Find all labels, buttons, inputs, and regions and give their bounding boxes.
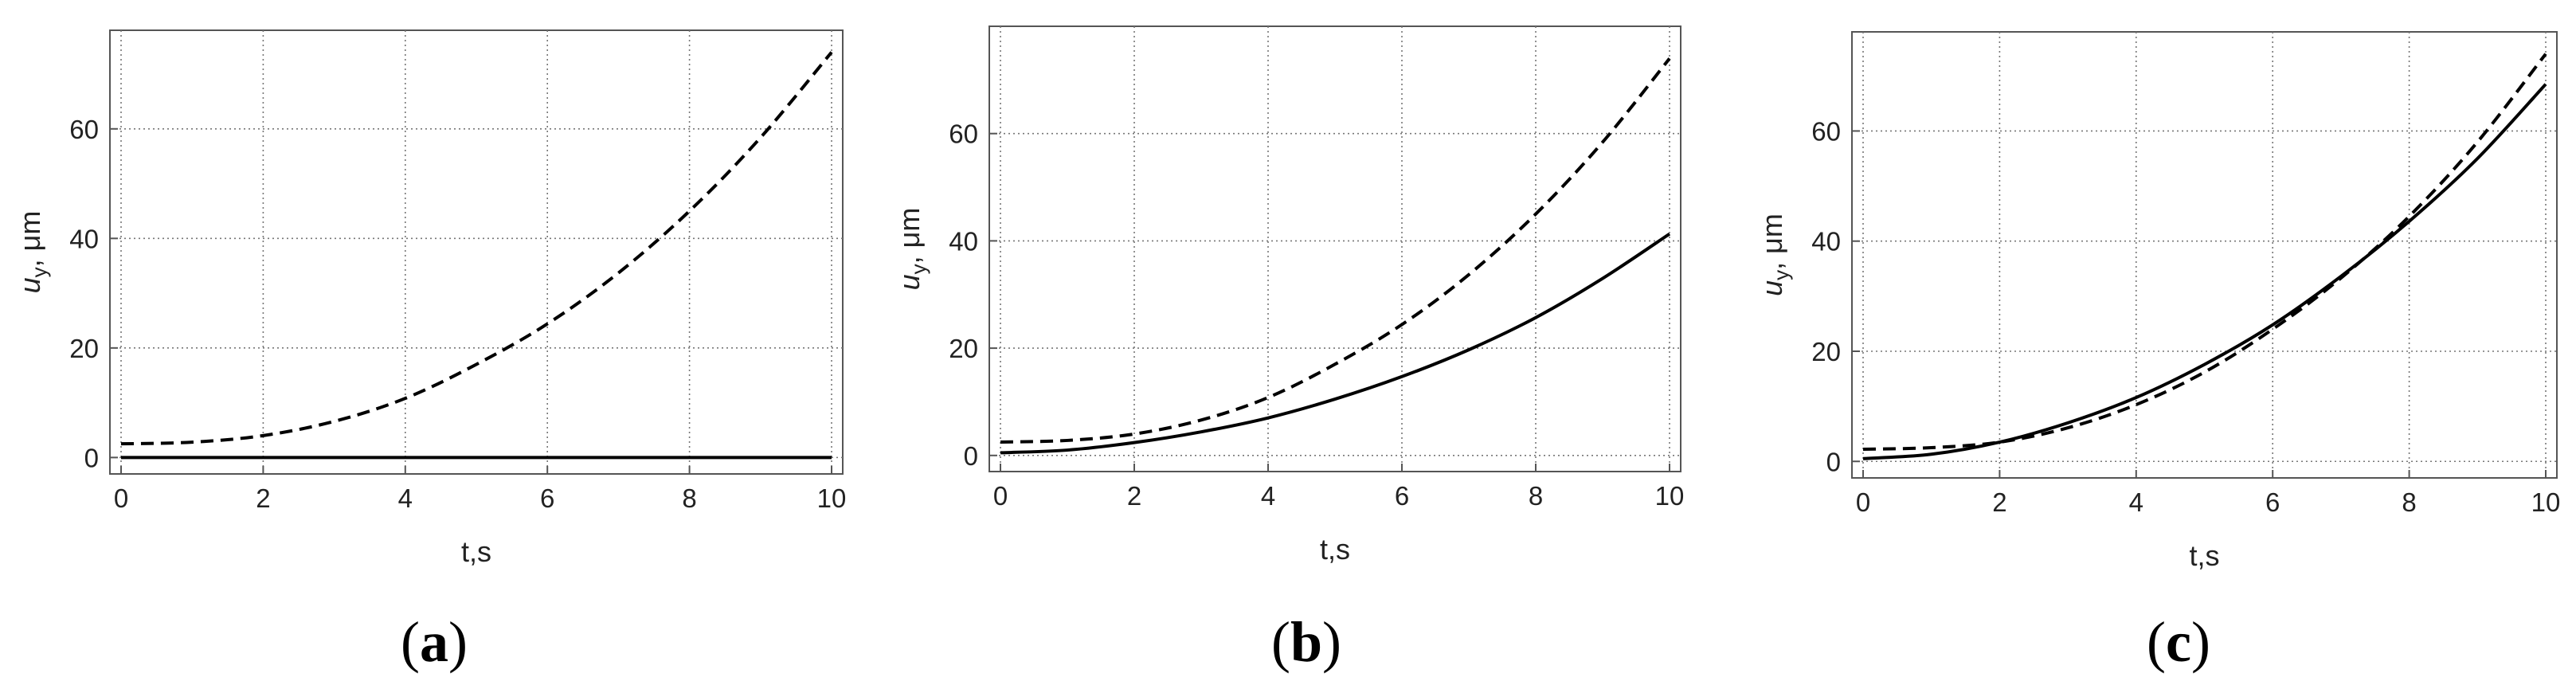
x-tick-label: 0 bbox=[1856, 487, 1870, 517]
x-tick-label: 8 bbox=[1529, 481, 1543, 511]
y-tick-label: 0 bbox=[1826, 447, 1841, 476]
x-tick-label: 6 bbox=[2265, 487, 2280, 517]
y-tick-label: 0 bbox=[84, 443, 99, 472]
x-tick-label: 6 bbox=[540, 483, 554, 513]
x-axis-label: t,s bbox=[1320, 533, 1350, 566]
y-tick-label: 60 bbox=[69, 115, 99, 144]
x-tick-label: 2 bbox=[256, 483, 270, 513]
x-tick-label: 2 bbox=[1127, 481, 1141, 511]
x-tick-label: 4 bbox=[398, 483, 413, 513]
plot-frame bbox=[109, 29, 844, 475]
x-tick-label: 4 bbox=[2129, 487, 2143, 517]
x-tick-label: 2 bbox=[1992, 487, 2006, 517]
plot-frame bbox=[1851, 31, 2558, 479]
y-tick-label: 60 bbox=[1811, 116, 1841, 146]
series-line-dashed bbox=[120, 51, 833, 446]
x-tick-label: 8 bbox=[2402, 487, 2416, 517]
x-tick-label: 0 bbox=[114, 483, 128, 513]
chart-panel-b: 0 2 4 6 8 10 0 20 40 60 t,s uy, μm (b) bbox=[893, 25, 1685, 674]
series-line-solid bbox=[1862, 83, 2547, 460]
panel-caption: (c) bbox=[2147, 610, 2210, 674]
plot-frame bbox=[989, 25, 1681, 472]
y-tick-label: 20 bbox=[949, 334, 978, 363]
panel-caption: (a) bbox=[401, 610, 468, 674]
y-tick-label: 20 bbox=[1811, 337, 1841, 366]
y-tick-label: 40 bbox=[1811, 227, 1841, 256]
y-axis-label: uy, μm bbox=[14, 211, 51, 294]
y-tick-label: 40 bbox=[949, 226, 978, 256]
y-tick-label: 40 bbox=[69, 224, 99, 253]
y-tick-label: 60 bbox=[949, 119, 978, 149]
panel-caption: (b) bbox=[1271, 610, 1341, 674]
x-axis-label: t,s bbox=[461, 535, 491, 568]
x-tick-label: 10 bbox=[1655, 481, 1685, 511]
series-line-solid bbox=[1000, 232, 1671, 455]
series-line-dashed bbox=[1000, 57, 1671, 444]
series-line-dashed bbox=[1862, 53, 2547, 452]
x-axis-label: t,s bbox=[2189, 539, 2219, 572]
x-tick-label: 8 bbox=[682, 483, 696, 513]
chart-panel-a: 0 2 4 6 8 10 0 20 40 60 t,s uy, μm (a) bbox=[14, 29, 847, 674]
x-tick-label: 10 bbox=[817, 483, 847, 513]
x-tick-label: 6 bbox=[1395, 481, 1409, 511]
x-tick-label: 10 bbox=[2531, 487, 2561, 517]
y-tick-label: 20 bbox=[69, 334, 99, 363]
y-tick-label: 0 bbox=[964, 441, 978, 471]
x-tick-label: 0 bbox=[993, 481, 1008, 511]
y-axis-label: uy, μm bbox=[893, 208, 930, 291]
x-tick-label: 4 bbox=[1261, 481, 1275, 511]
chart-panel-c: 0 2 4 6 8 10 0 20 40 60 t,s uy, μm (c) bbox=[1756, 31, 2561, 674]
y-axis-label: uy, μm bbox=[1756, 213, 1793, 296]
